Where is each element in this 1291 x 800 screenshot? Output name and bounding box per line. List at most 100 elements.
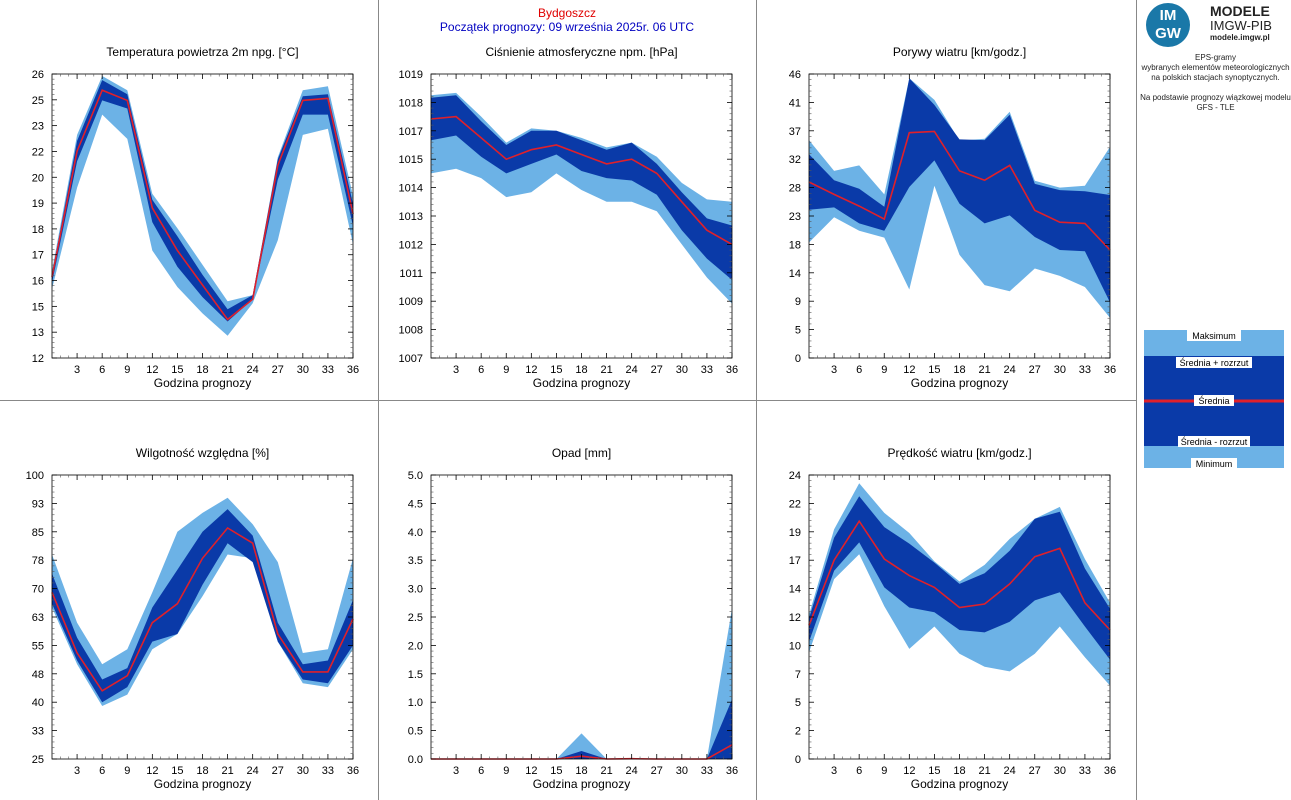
plot-frame (430, 474, 733, 760)
y-tick-label: 13 (32, 327, 44, 339)
y-tick-label: 22 (32, 146, 44, 158)
y-tick-label: 3.5 (408, 555, 423, 567)
y-tick-label: 4.5 (408, 498, 423, 510)
x-tick-label: 9 (124, 765, 130, 777)
imgw-logo-mark: IM GW (1146, 3, 1190, 47)
y-tick-label: 1017 (399, 126, 423, 138)
y-tick-label: 12 (32, 353, 44, 365)
legend-mean-plus-label: Średnia + rozrzut (1180, 357, 1249, 368)
x-tick-label: 21 (221, 364, 233, 376)
y-tick-label: 18 (32, 224, 44, 236)
precipitation-chart: Opad [mm]3 6 9 12 15 18 21 24 27 30 33 360.00.51.01… (379, 401, 756, 800)
chart-title: Porywy wiatru [km/godz.] (893, 45, 1026, 59)
x-tick-label: 9 (124, 364, 130, 376)
x-tick-label: 24 (626, 364, 638, 376)
mean-line (51, 89, 354, 321)
y-tick-label: 1009 (399, 296, 423, 308)
x-tick-label: 3 (74, 765, 80, 777)
y-tick-label: 5.0 (408, 470, 423, 482)
y-tick-label: 14 (789, 584, 801, 596)
x-tick-label: 27 (1029, 364, 1041, 376)
y-tick-label: 28 (789, 183, 801, 195)
y-tick-label: 17 (789, 555, 801, 567)
x-axis-label: Godzina prognozy (533, 777, 630, 791)
x-tick-label: 24 (247, 765, 259, 777)
y-tick-label: 70 (32, 584, 44, 596)
y-tick-label: 1012 (399, 239, 423, 251)
y-tick-label: 14 (789, 268, 801, 280)
y-tick-label: 1019 (399, 69, 423, 81)
inner-band (809, 78, 1110, 303)
x-tick-label: 30 (297, 765, 309, 777)
y-tick-label: 0 (795, 353, 801, 365)
x-tick-label: 33 (322, 364, 334, 376)
x-tick-label: 30 (297, 364, 309, 376)
y-tick-label: 16 (32, 276, 44, 288)
y-tick-label: 3.0 (408, 584, 423, 596)
x-tick-label: 3 (453, 364, 459, 376)
y-tick-label: 20 (32, 172, 44, 184)
y-tick-label: 2 (795, 726, 801, 738)
y-tick-label: 5 (795, 697, 801, 709)
y-tick-label: 25 (32, 95, 44, 107)
temperature-chart: Temperatura powietrza 2m npg. [°C]3 6 9 12 1… (0, 0, 378, 400)
y-tick-label: 22 (789, 498, 801, 510)
mean-line (430, 115, 733, 246)
forecast-start: Początek prognozy: 09 września 2025r. 06… (439, 20, 695, 34)
y-tick-label: 4.0 (408, 527, 423, 539)
x-tick-label: 33 (701, 765, 713, 777)
y-tick-label: 46 (789, 69, 801, 81)
wind-speed-chart: Prędkość wiatru [km/godz.]3 6 9 12 15 18 21 24 2… (757, 401, 1136, 800)
y-tick-label: 26 (32, 69, 44, 81)
x-tick-label: 12 (903, 364, 915, 376)
x-tick-label: 15 (171, 765, 183, 777)
x-tick-label: 33 (701, 364, 713, 376)
y-tick-label: 85 (32, 527, 44, 539)
y-tick-label: 2.0 (408, 640, 423, 652)
y-tick-label: 10 (789, 640, 801, 652)
y-tick-label: 32 (789, 154, 801, 166)
x-tick-label: 12 (525, 765, 537, 777)
logo-subtitle: IMGW-PIB (1210, 18, 1272, 33)
x-tick-label: 15 (171, 364, 183, 376)
x-tick-label: 36 (726, 765, 738, 777)
x-tick-label: 12 (903, 765, 915, 777)
y-tick-label: 1008 (399, 325, 423, 337)
x-tick-label: 36 (1104, 765, 1116, 777)
x-tick-label: 12 (146, 765, 158, 777)
x-tick-label: 3 (831, 765, 837, 777)
legend-min-label: Minimum (1196, 459, 1233, 468)
x-tick-label: 9 (881, 364, 887, 376)
x-tick-label: 24 (247, 364, 259, 376)
side-info-line: wybranych elementów meteorologicznych (1141, 63, 1290, 72)
y-tick-label: 93 (32, 498, 44, 510)
x-tick-label: 6 (478, 765, 484, 777)
mean-line (808, 519, 1111, 631)
x-axis-label: Godzina prognozy (533, 376, 630, 390)
y-tick-label: 12 (789, 612, 801, 624)
y-tick-label: 100 (26, 470, 44, 482)
x-tick-label: 3 (74, 364, 80, 376)
inner-band (809, 496, 1110, 660)
y-tick-label: 2.5 (408, 612, 423, 624)
x-tick-label: 18 (953, 765, 965, 777)
x-tick-label: 6 (856, 364, 862, 376)
x-tick-label: 9 (503, 364, 509, 376)
y-tick-label: 1014 (399, 183, 423, 195)
x-tick-label: 18 (575, 364, 587, 376)
imgw-logo[interactable]: IM GW MODELE IMGW-PIB modele.imgw.pl (1140, 0, 1291, 47)
outer-band (52, 497, 353, 706)
x-tick-label: 6 (856, 765, 862, 777)
chart-title: Temperatura powietrza 2m npg. [°C] (106, 45, 298, 59)
side-info-line: EPS-gramy (1195, 53, 1236, 62)
logo-url: modele.imgw.pl (1210, 33, 1270, 42)
x-tick-label: 24 (626, 765, 638, 777)
y-tick-label: 23 (789, 211, 801, 223)
y-tick-label: 0.5 (408, 726, 423, 738)
x-tick-label: 12 (146, 364, 158, 376)
panel-grid-lines (0, 0, 1137, 800)
y-tick-label: 1007 (399, 353, 423, 365)
y-tick-label: 0.0 (408, 754, 423, 766)
side-info-line: na polskich stacjach synoptycznych. (1151, 73, 1280, 82)
x-tick-label: 21 (600, 765, 612, 777)
